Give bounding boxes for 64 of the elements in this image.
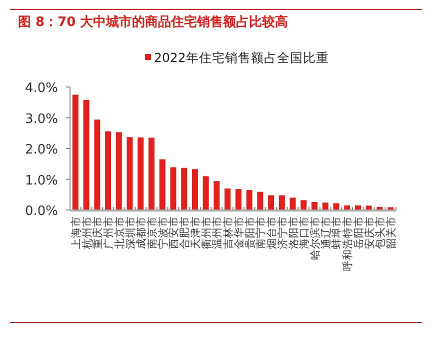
- x-tick-label: 岳阳市: [352, 216, 365, 249]
- x-tick-label: 广州市: [102, 216, 116, 249]
- x-tick-label: 济宁市: [276, 216, 289, 249]
- x-tick-label: 吉林市: [222, 216, 235, 249]
- x-tick-label: 杭州市: [80, 216, 94, 250]
- x-tick-label: 包头市: [374, 216, 387, 249]
- y-tick-label: 3.0%: [24, 112, 58, 127]
- bar: [116, 132, 122, 210]
- x-tick-label: 通辽市: [319, 216, 332, 249]
- bar: [246, 190, 252, 210]
- x-tick-label: 金华市: [232, 216, 246, 249]
- bar: [278, 195, 285, 210]
- bar: [126, 137, 133, 210]
- x-tick-label: 呼和浩特市: [341, 216, 354, 271]
- bar: [148, 138, 154, 210]
- x-tick-label: 蚌埠市: [330, 216, 344, 249]
- x-tick-label: 北京市: [112, 216, 126, 249]
- x-tick-label: 深圳市: [124, 216, 137, 249]
- x-tick-label: 合肥市: [178, 216, 192, 249]
- x-tick-label: 贵阳市: [243, 216, 256, 249]
- bar: [202, 176, 209, 210]
- x-tick-label: 韶关市: [384, 216, 398, 249]
- x-tick-label: 洛阳市: [286, 216, 300, 249]
- x-tick-label: 哈尔滨市: [308, 216, 322, 260]
- x-tick-label: 海口市: [298, 216, 311, 249]
- bar: [300, 200, 307, 210]
- bar: [181, 168, 188, 210]
- x-tick-label: 南京市: [146, 216, 158, 249]
- x-tick-label: 烟台市: [265, 216, 278, 249]
- bar: [105, 131, 112, 210]
- bar: [170, 167, 176, 210]
- bar: [72, 94, 78, 210]
- x-tick-label: 南宁市: [254, 216, 268, 249]
- bar: [94, 120, 100, 210]
- bar: [192, 169, 198, 210]
- x-tick-label: 安庆市: [362, 216, 376, 249]
- bar: [224, 188, 231, 210]
- bar: [322, 202, 328, 210]
- x-tick-label: 上海市: [69, 216, 82, 249]
- x-tick-label: 成都市: [134, 216, 148, 249]
- bar: [138, 137, 144, 210]
- bar: [268, 195, 274, 210]
- bar: [159, 159, 166, 210]
- x-tick-label: 温州市: [210, 216, 224, 249]
- bar: [257, 192, 264, 210]
- x-tick-label: 西安市: [167, 216, 180, 249]
- bar: [366, 206, 372, 210]
- y-tick-label: 2.0%: [24, 142, 58, 158]
- bar: [290, 198, 296, 210]
- y-tick-label: 0.0%: [24, 204, 58, 219]
- bar: [333, 203, 340, 210]
- y-tick-label: 1.0%: [24, 173, 58, 188]
- x-tick-label: 重庆市: [91, 216, 104, 249]
- bar: [312, 202, 318, 210]
- x-tick-label: 宁波市: [156, 216, 170, 249]
- x-tick-label: 衢州市: [200, 216, 213, 249]
- bar: [83, 100, 90, 210]
- bar: [235, 189, 242, 210]
- y-tick-label: 4.0%: [24, 81, 58, 96]
- legend: 2022年住宅销售额占全国比重: [145, 50, 329, 65]
- bar: [214, 181, 220, 210]
- bar: [388, 207, 394, 210]
- chart-title: 图 8：70 大中城市的商品住宅销售额占比较高: [18, 14, 288, 30]
- x-tick-label: 天津市: [188, 216, 202, 249]
